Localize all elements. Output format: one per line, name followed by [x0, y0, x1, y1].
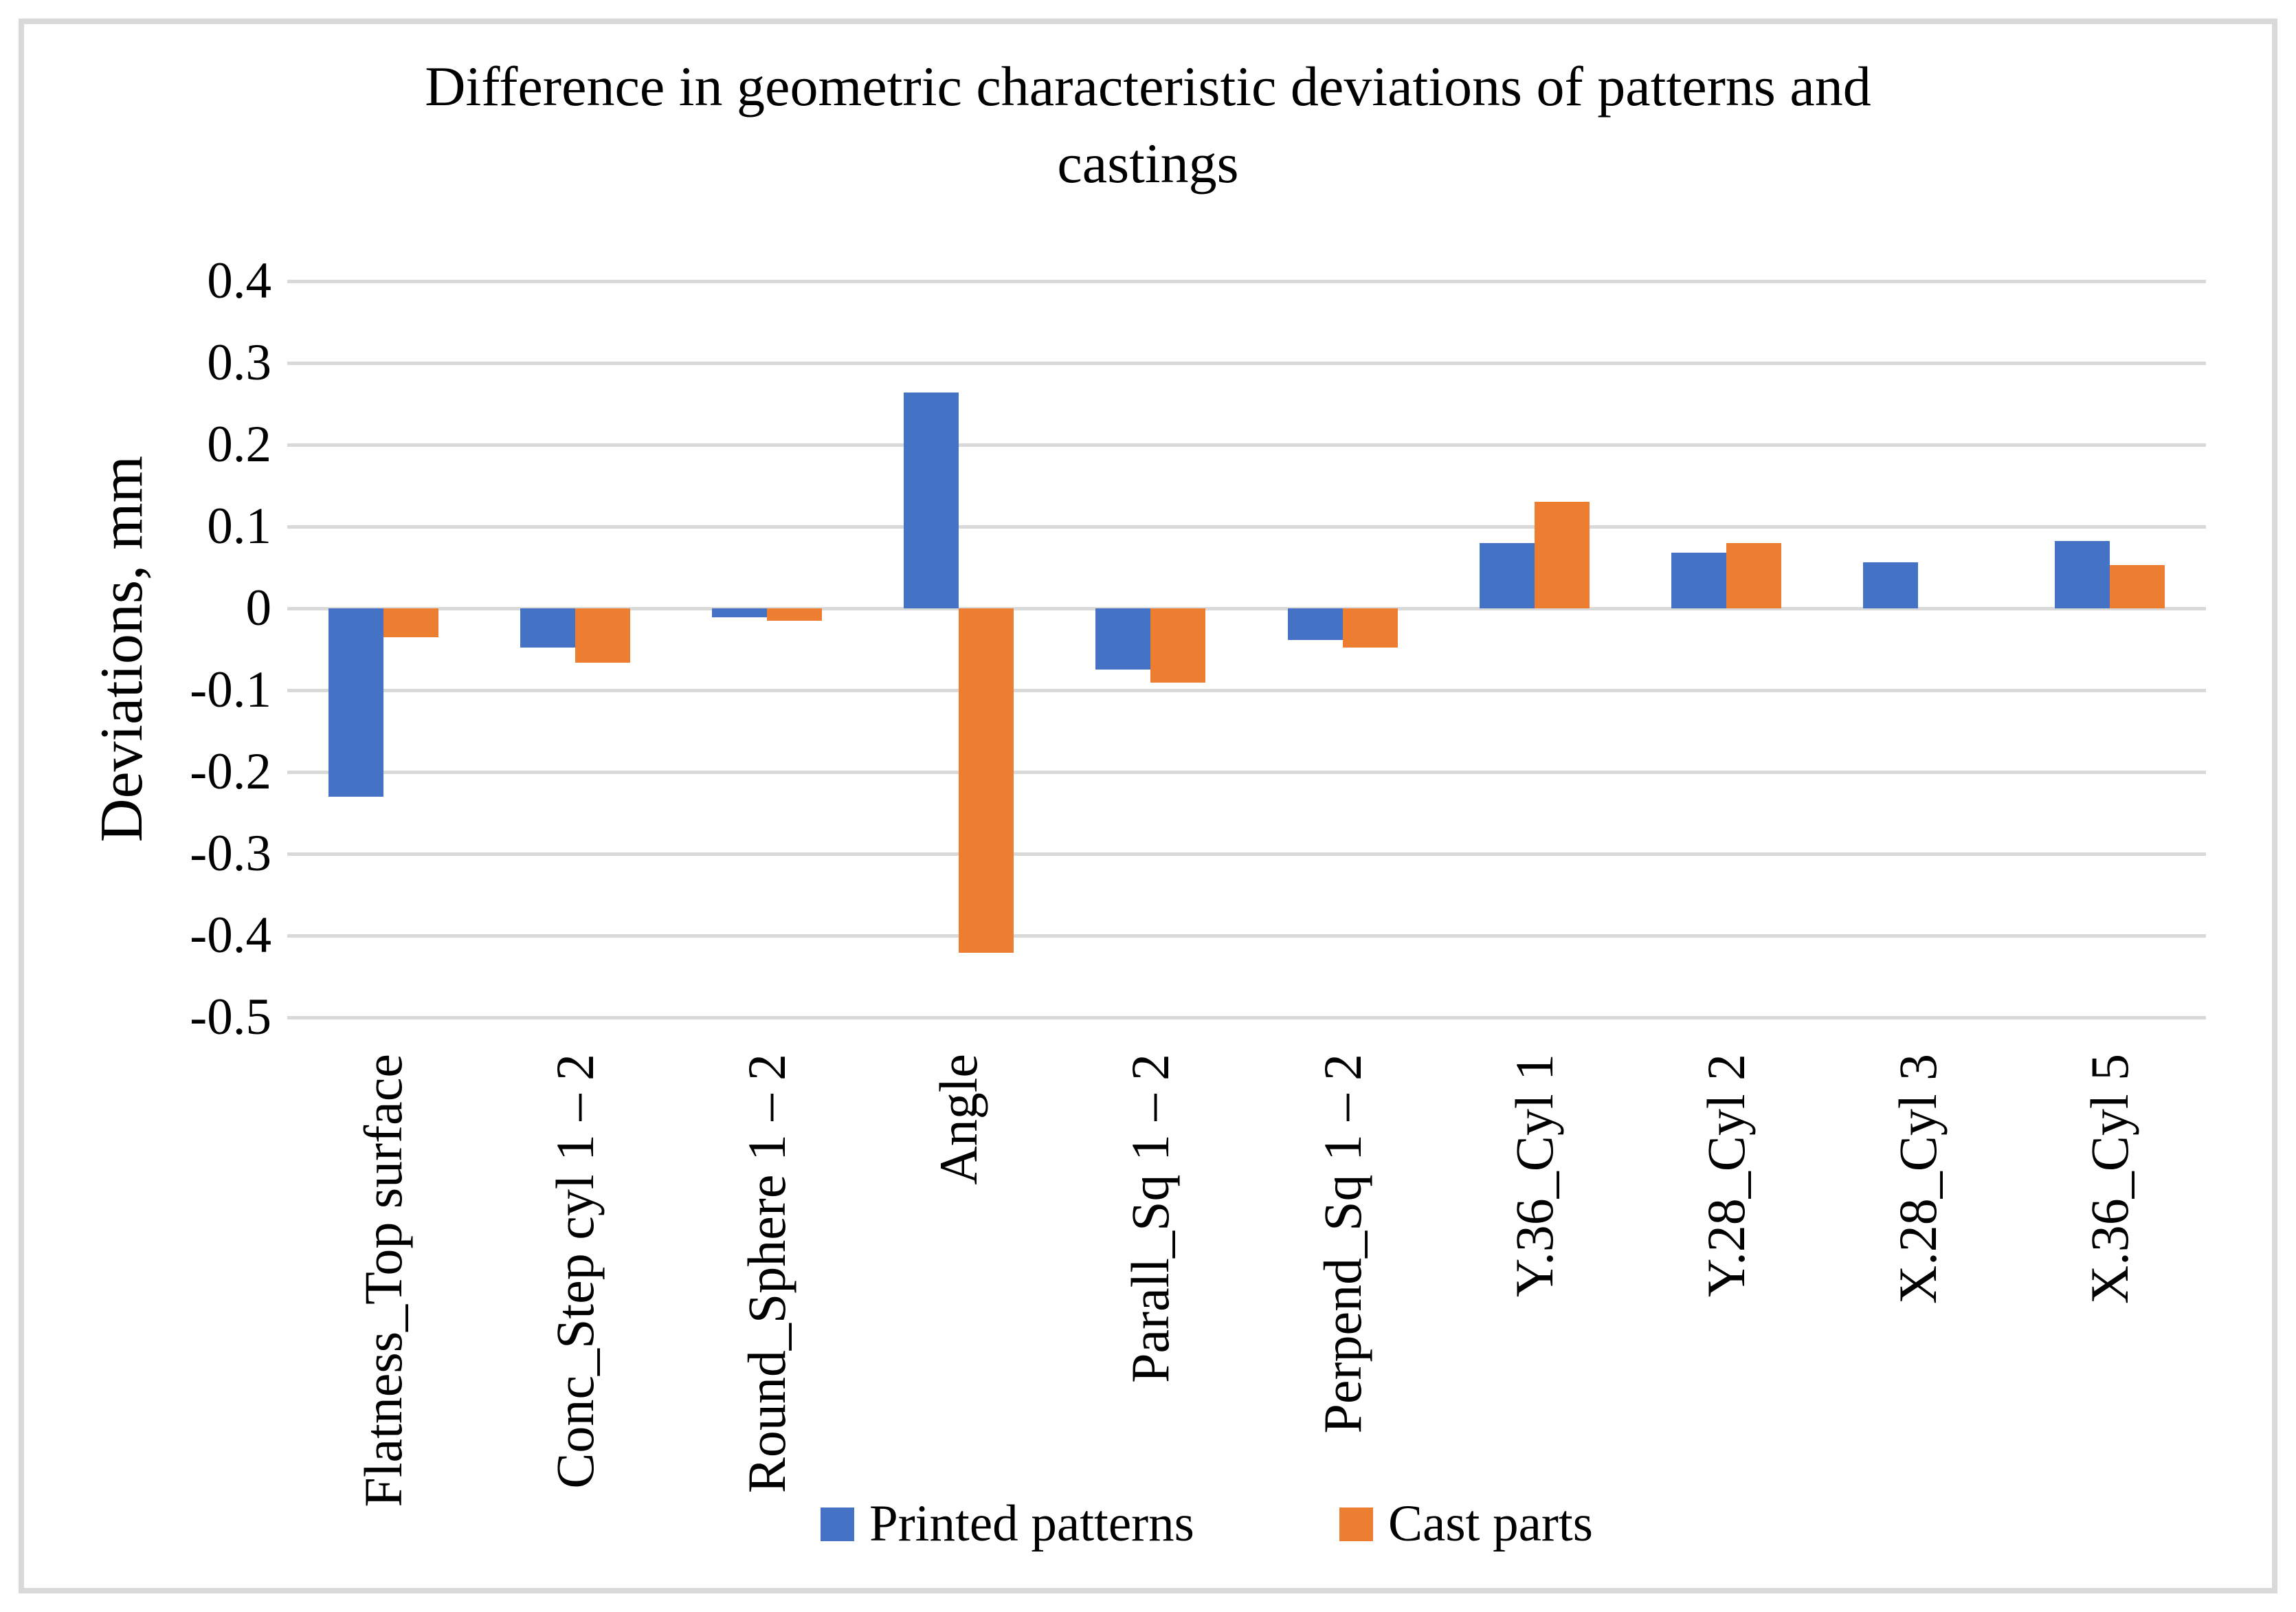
y-axis-tick-label: -0.3 — [190, 825, 271, 882]
y-axis-tick-label: -0.1 — [190, 661, 271, 718]
x-axis-category-label: Conc_Step cyl 1 – 2 — [544, 1054, 605, 1489]
legend-item: Cast parts — [1339, 1493, 1593, 1555]
bar — [520, 608, 575, 648]
y-axis-tick-label: -0.2 — [190, 743, 271, 800]
x-axis-category-label: Y.36_Cyl 1 — [1504, 1054, 1564, 1297]
bar — [575, 608, 630, 663]
bar — [767, 608, 822, 621]
legend-swatch-cast-parts — [1339, 1507, 1373, 1541]
bar — [1726, 542, 1781, 608]
gridline — [287, 279, 2206, 283]
gridline — [287, 852, 2206, 856]
legend-label: Cast parts — [1388, 1495, 1593, 1552]
bar — [2110, 564, 2165, 608]
x-axis-category-label: X.36_Cyl 5 — [2080, 1054, 2140, 1305]
gridline — [287, 606, 2206, 610]
x-axis-category-label: X.28_Cyl 3 — [1888, 1054, 1948, 1305]
bar — [712, 608, 767, 618]
bar — [1095, 608, 1151, 670]
bar — [1287, 608, 1343, 641]
x-axis-category-label: Round_Sphere 1 – 2 — [737, 1054, 796, 1494]
y-axis-tick-label: 0 — [245, 579, 272, 637]
chart-title: Difference in geometric characteristic d… — [0, 48, 2296, 202]
bar — [1342, 608, 1398, 648]
bar — [904, 392, 959, 608]
y-axis-tick-label: 0.4 — [207, 252, 271, 309]
bar — [1534, 502, 1590, 608]
bar — [383, 608, 438, 637]
y-axis-tick-label: 0.1 — [207, 498, 271, 555]
gridline — [287, 525, 2206, 529]
gridline — [287, 443, 2206, 447]
bar — [1671, 553, 1726, 608]
x-axis-category-label: Y.28_Cyl 2 — [1696, 1054, 1756, 1297]
legend-swatch-printed-patterns — [821, 1507, 854, 1541]
chart-title-line-2: castings — [1057, 132, 1239, 195]
bar — [1863, 562, 1919, 608]
legend-item: Printed patterns — [821, 1493, 1194, 1555]
gridline — [287, 770, 2206, 774]
gridline — [287, 1015, 2206, 1019]
bar — [2055, 541, 2110, 608]
gridline — [287, 361, 2206, 365]
bar — [1150, 608, 1206, 683]
x-axis-category-label: Angle — [928, 1054, 989, 1185]
x-axis-category-label: Flatness_Top surface — [353, 1054, 413, 1508]
gridline — [287, 934, 2206, 938]
x-axis-category-label: Perpend_Sq 1 – 2 — [1312, 1054, 1372, 1434]
legend-label: Printed patterns — [869, 1495, 1194, 1552]
bar — [1479, 542, 1535, 608]
y-axis-tick-label: -0.5 — [190, 989, 271, 1046]
bar — [959, 608, 1014, 953]
y-axis-tick-label: -0.4 — [190, 907, 271, 964]
y-axis-tick-label: 0.2 — [207, 416, 271, 473]
bar — [328, 608, 383, 797]
chart-title-line-1: Difference in geometric characteristic d… — [425, 55, 1871, 118]
x-axis-category-label: Parall_Sq 1 – 2 — [1120, 1054, 1181, 1383]
y-axis-tick-label: 0.3 — [207, 334, 271, 391]
gridline — [287, 688, 2206, 692]
